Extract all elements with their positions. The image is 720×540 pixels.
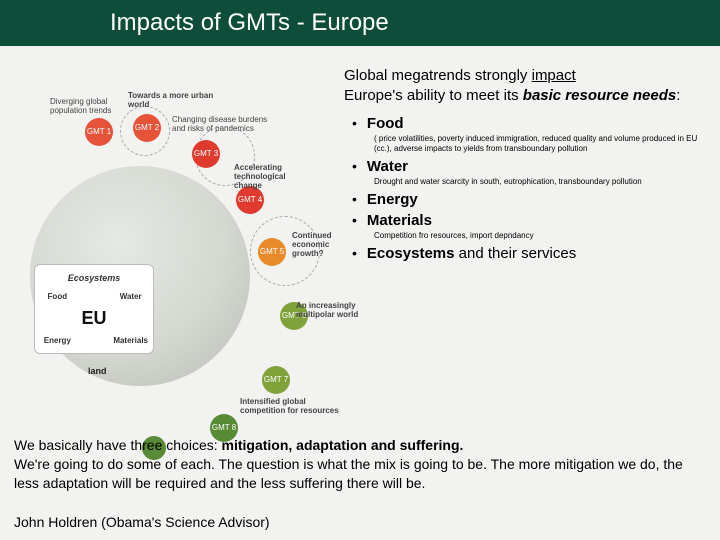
bullet-subtext: ( price volatilities, poverty induced im… — [352, 134, 708, 154]
bullet-list: • Food ( price volatilities, poverty ind… — [344, 115, 708, 263]
bullet-item-ecosystems: • Ecosystems and their services — [352, 245, 708, 263]
gmt-caption-4: Accelerating technological change — [234, 164, 314, 190]
bullet-subtext: Competition fro resources, import depnda… — [352, 231, 708, 241]
eu-box-energy: Energy — [44, 336, 71, 345]
bullet-title: Water — [367, 158, 408, 175]
eu-resource-box: Ecosystems Food Water EU Energy Material… — [34, 264, 154, 354]
title-bar: Impacts of GMTs - Europe — [0, 0, 720, 46]
bullet-rest: and their services — [454, 245, 576, 262]
eu-box-materials: Materials — [113, 336, 148, 345]
quote-line2: We're going to do some of each. The ques… — [14, 456, 683, 491]
gmt-caption-7: Intensified global competition for resou… — [240, 398, 350, 416]
slide-title: Impacts of GMTs - Europe — [110, 9, 389, 37]
gmt-dot-3: GMT 3 — [192, 140, 220, 168]
lead-line2-bolditalic: basic resource needs — [523, 87, 676, 104]
gmt-caption-1: Diverging global population trends — [50, 98, 140, 116]
quote-block: We basically have three choices: mitigat… — [0, 430, 720, 493]
gmt-dot-1: GMT 1 — [85, 118, 113, 146]
lead-line2-plain: Europe's ability to meet its — [344, 87, 523, 104]
quote-line1-plain: We basically have three choices: — [14, 437, 222, 453]
eu-box-ecosystems: Ecosystems — [68, 273, 121, 283]
gmt-caption-2: Towards a more urban world — [128, 92, 218, 110]
bullet-item-water: • Water Drought and water scarcity in so… — [352, 158, 708, 187]
bullet-title: Energy — [367, 191, 418, 208]
lead-paragraph: Global megatrends strongly impact Europe… — [344, 66, 708, 105]
bullet-item-energy: • Energy — [352, 191, 708, 208]
bullet-glyph: • — [352, 192, 357, 206]
gmt-dot-2: GMT 2 — [133, 114, 161, 142]
gmt-dot-7: GMT 7 — [262, 366, 290, 394]
bullet-glyph: • — [352, 213, 357, 227]
bullet-glyph: • — [352, 116, 357, 130]
bullet-item-food: • Food ( price volatilities, poverty ind… — [352, 115, 708, 154]
bullet-subtext: Drought and water scarcity in south, eut… — [352, 177, 708, 187]
content-area: Ecosystems Food Water EU Energy Material… — [0, 46, 720, 426]
land-label: land — [88, 366, 107, 376]
gmt-caption-3: Changing disease burdens and risks of pa… — [172, 116, 272, 134]
gmt-dot-5: GMT 5 — [258, 238, 286, 266]
bullet-glyph: • — [352, 159, 357, 173]
eu-box-food: Food — [48, 292, 68, 301]
bullet-item-materials: • Materials Competition fro resources, i… — [352, 212, 708, 241]
diagram: Ecosystems Food Water EU Energy Material… — [0, 46, 340, 426]
lead-suffix: : — [676, 87, 680, 104]
quote-attribution: John Holdren (Obama's Science Advisor) — [14, 514, 270, 530]
lead-prefix: Global megatrends strongly — [344, 67, 532, 84]
text-column: Global megatrends strongly impact Europe… — [340, 46, 720, 426]
gmt-caption-6: An increasingly multipolar world — [296, 302, 386, 320]
bullet-title: Food — [367, 115, 404, 132]
bullet-title: Materials — [367, 212, 432, 229]
eu-box-center-label: EU — [81, 308, 106, 329]
gmt-caption-5: Continued economic growth? — [292, 232, 362, 258]
bullet-title: Ecosystems — [367, 245, 455, 262]
eu-box-water: Water — [120, 292, 142, 301]
quote-line1-bold: mitigation, adaptation and suffering. — [222, 437, 464, 453]
lead-underlined: impact — [532, 67, 576, 84]
